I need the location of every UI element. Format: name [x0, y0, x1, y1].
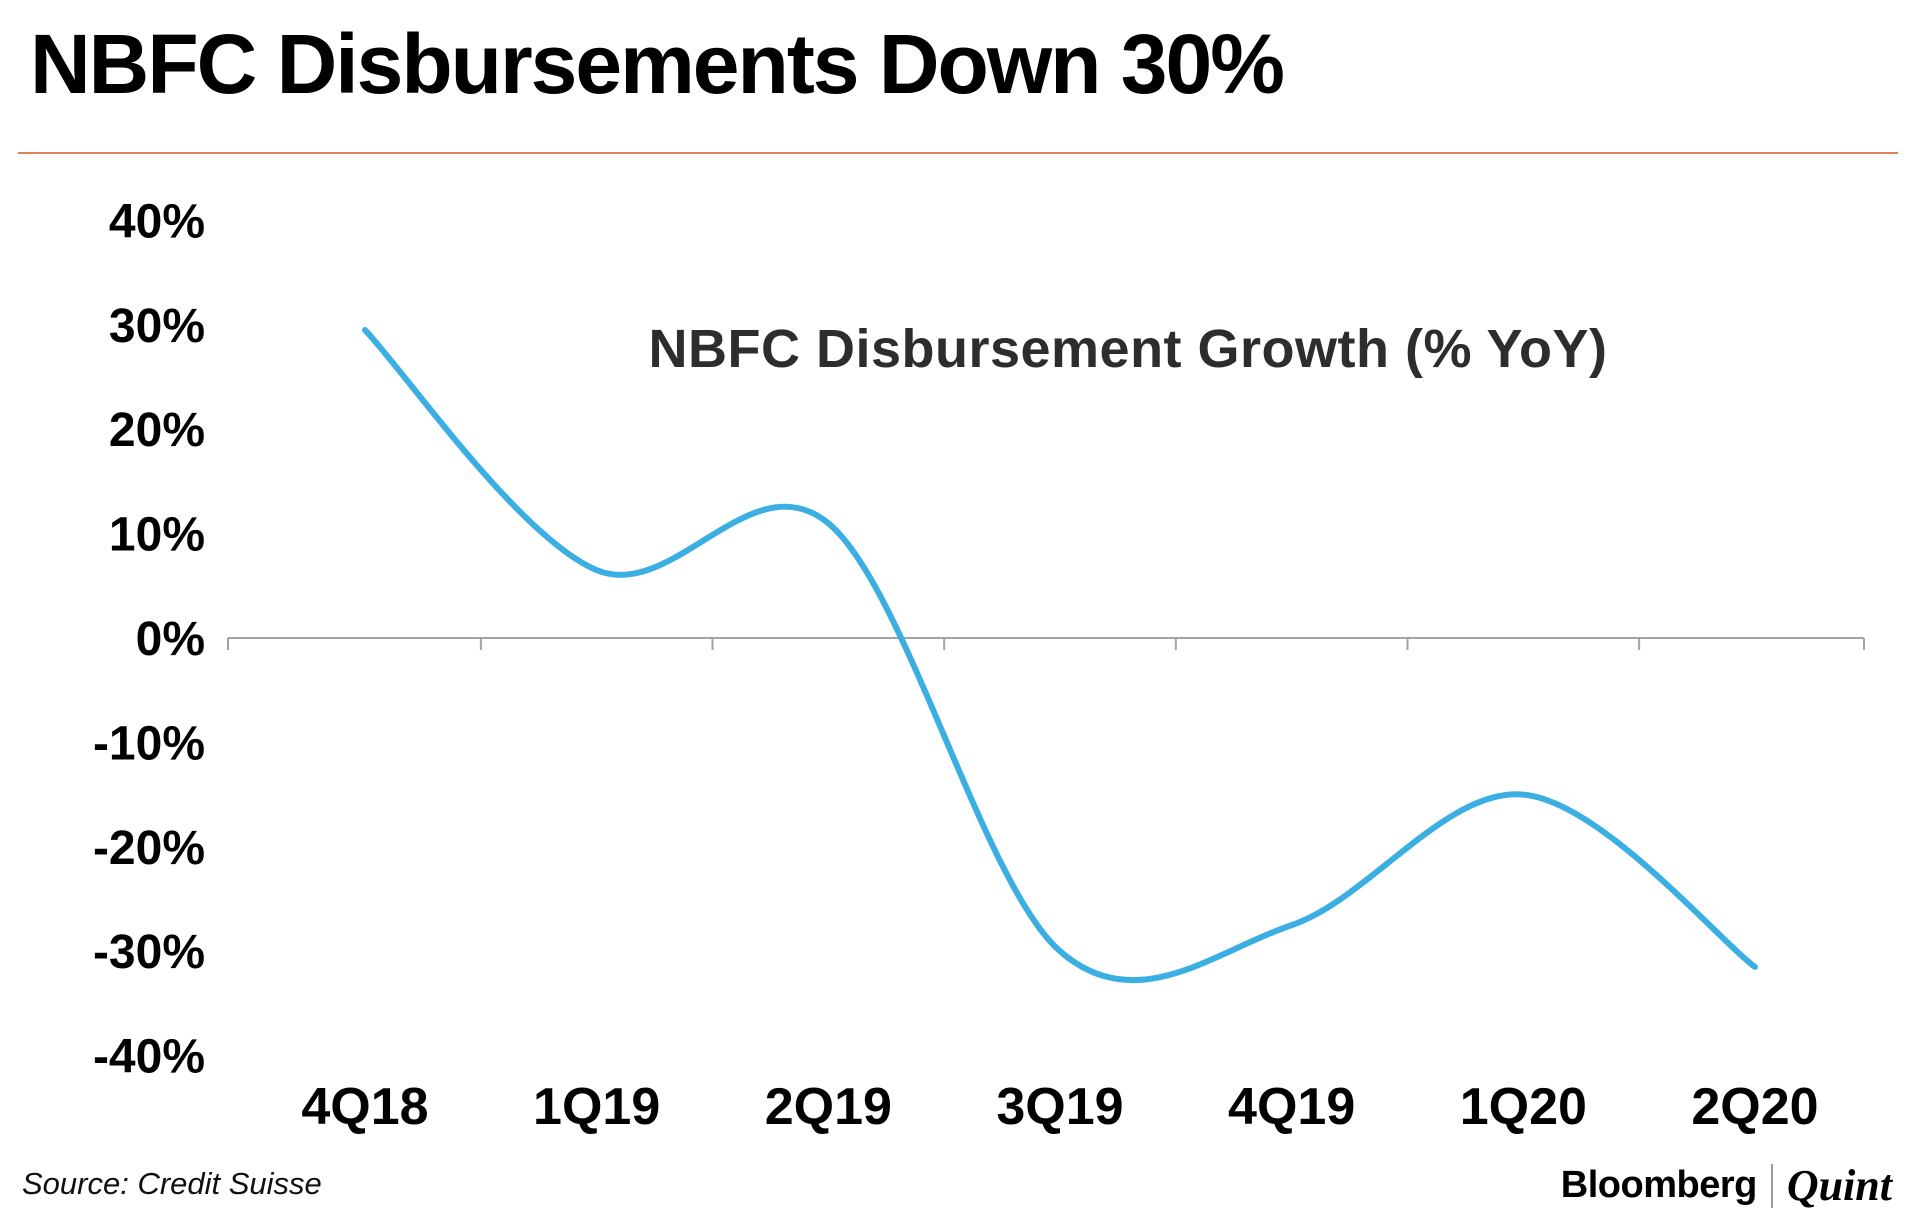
quint-logo: Quint	[1786, 1161, 1892, 1210]
x-axis-label: 4Q19	[1228, 1078, 1355, 1136]
x-axis-label: 4Q18	[301, 1078, 428, 1136]
y-axis-label: 10%	[109, 509, 205, 562]
y-axis-label: -40%	[93, 1031, 205, 1084]
x-axis-label: 2Q19	[765, 1078, 892, 1136]
y-axis-label: 40%	[109, 195, 205, 248]
x-axis-label: 1Q19	[533, 1078, 660, 1136]
x-axis-label: 3Q19	[996, 1078, 1123, 1136]
y-axis-label: -20%	[93, 822, 205, 875]
page-title: NBFC Disbursements Down 30%	[30, 17, 1285, 111]
bloomberg-logo: Bloomberg	[1560, 1164, 1758, 1206]
y-axis-label: 20%	[109, 404, 205, 457]
y-axis-label: -30%	[93, 926, 205, 979]
chart-series-label: NBFC Disbursement Growth (% YoY)	[648, 319, 1608, 379]
source-credit: Source: Credit Suisse	[22, 1166, 322, 1201]
x-axis-label: 2Q20	[1691, 1078, 1818, 1136]
y-axis-label: 30%	[109, 300, 205, 353]
growth-line	[362, 327, 1758, 983]
y-axis-label: -10%	[93, 717, 205, 770]
accent-divider	[18, 152, 1898, 154]
publisher-logos: Bloomberg Quint	[1561, 1160, 1892, 1211]
y-axis-label: 0%	[136, 613, 205, 666]
x-axis-label: 1Q20	[1460, 1078, 1587, 1136]
logo-separator	[1770, 1163, 1773, 1208]
